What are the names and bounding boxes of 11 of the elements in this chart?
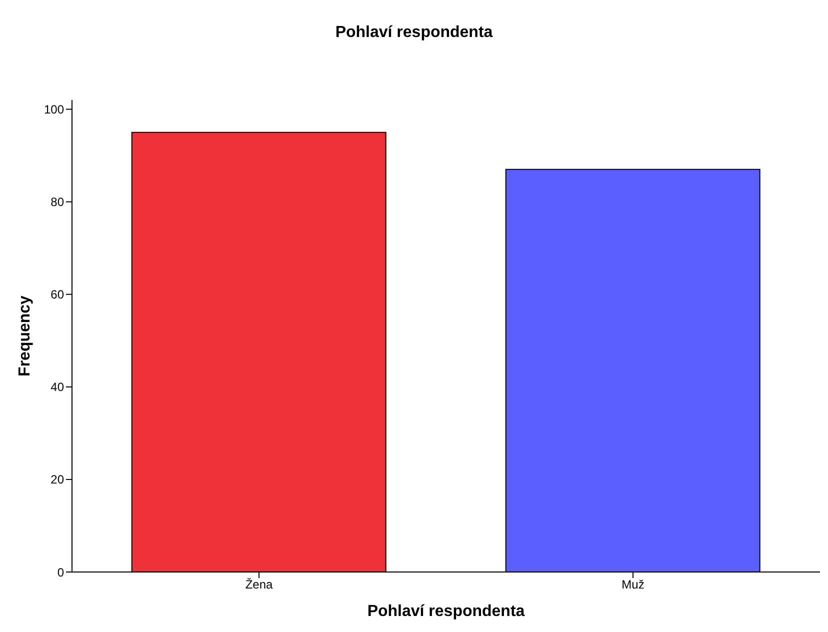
y-tick-label: 40 xyxy=(50,380,64,394)
y-tick-label: 60 xyxy=(50,288,64,302)
y-axis-title: Frequency xyxy=(16,295,34,376)
y-tick-label: 0 xyxy=(57,565,64,580)
x-tick-label: Žena xyxy=(245,578,273,592)
x-tick-label: Muž xyxy=(622,578,644,592)
y-tick-label: 20 xyxy=(50,472,64,487)
y-tick-label: 100 xyxy=(44,102,64,117)
chart-title: Pohlaví respondenta xyxy=(334,23,494,43)
x-axis-title: Pohlaví respondenta xyxy=(367,603,525,620)
y-tick-label: 80 xyxy=(50,195,64,210)
